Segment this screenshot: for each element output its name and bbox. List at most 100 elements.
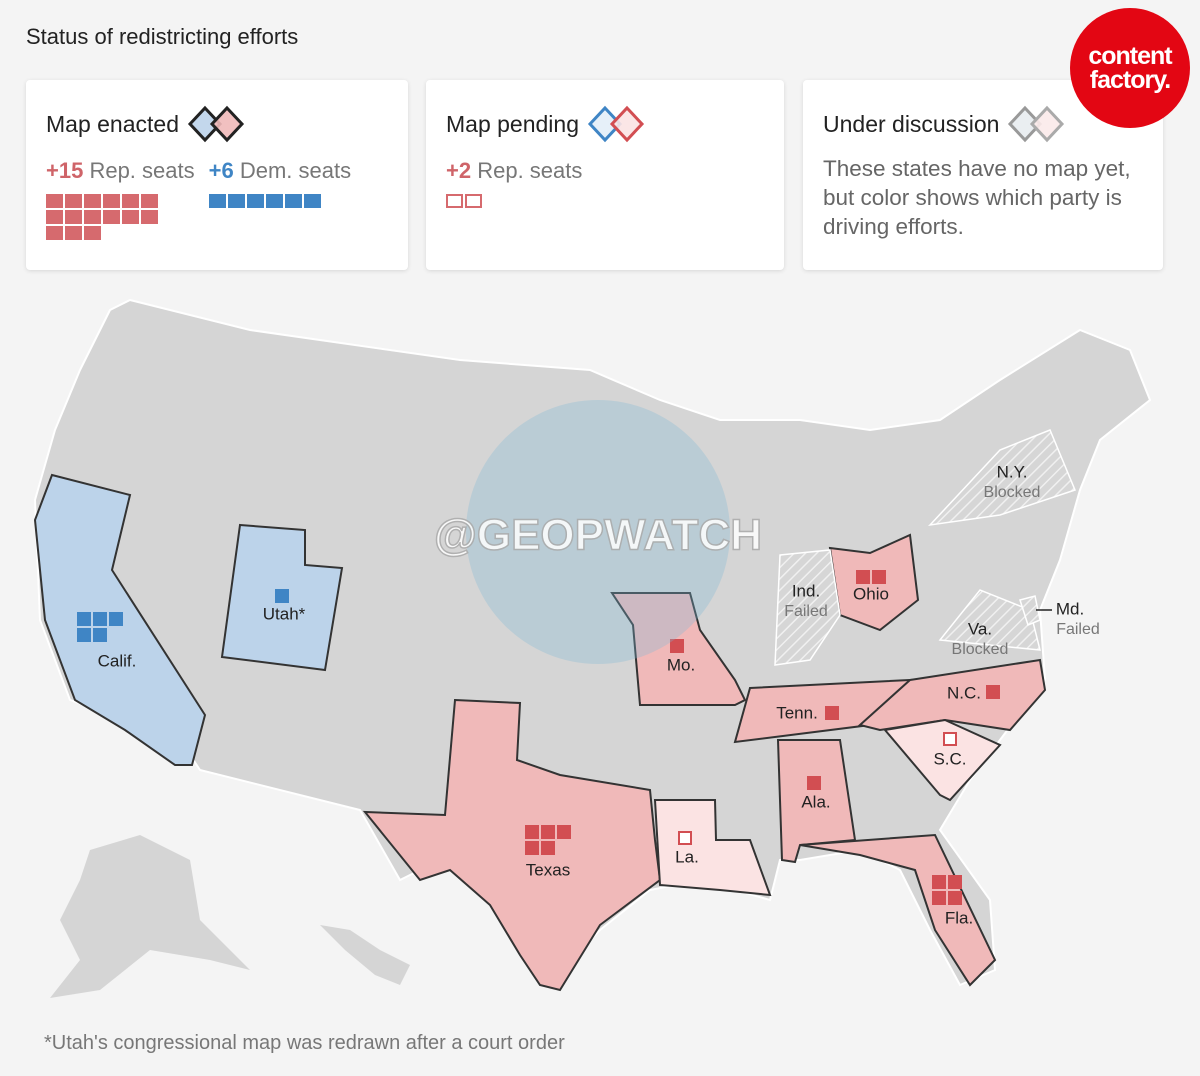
legend-title-text: Map pending [446,110,579,137]
seat-square [77,628,91,642]
seat-square [557,825,571,839]
legend-value: +15 [46,158,84,183]
logo-text: factory. [1089,66,1171,94]
state [857,658,1047,732]
seat-square [246,194,264,208]
seat-square [46,210,63,224]
legend-items: +15 Rep. seats +6 Dem. seats [46,158,388,240]
seat-square [986,685,1000,699]
legend-title: Map enacted [46,104,388,144]
seat-square [303,194,321,208]
legend-card: Map enacted +15 Rep. seats +6 Dem. seats [26,80,408,270]
seat-square [84,226,101,240]
seat-square [541,841,555,855]
footnote: *Utah's congressional map was redrawn af… [44,1032,565,1054]
seat-square [65,194,82,208]
seat-square [93,612,107,626]
seat-square [872,570,886,584]
state [799,833,997,987]
seat-square [948,875,962,889]
seat-square [103,194,120,208]
seat-square [446,194,463,208]
seat-square [46,194,63,208]
legend-label: Rep. seats [89,158,195,183]
seat-square [227,194,245,208]
seat-square [856,570,870,584]
seat-square [46,226,63,240]
legend-title-text: Under discussion [823,110,1000,137]
us-outline [33,298,1152,987]
seat-square [943,732,957,746]
seat-squares [46,194,166,240]
state-label: Tenn. [776,703,818,722]
legend-title-text: Map enacted [46,110,179,137]
state-label: Mo. [667,655,695,674]
legend-value: +2 [446,158,472,183]
legend-title: Map pending [446,104,764,144]
legend-value: +6 [208,158,234,183]
legend-icon [1008,105,1065,143]
state-status: Failed [1056,621,1100,638]
legend-card: Map pending +2 Rep. seats [426,80,784,270]
seat-square [84,194,101,208]
watermark: @GEOPWATCH [434,511,762,560]
seat-square [265,194,283,208]
seat-square [141,194,158,208]
legend-card: Under discussion These states have no map… [803,80,1163,270]
state [362,698,662,992]
title: Status of redistricting efforts [26,24,299,49]
seat-square [525,841,539,855]
watermark-circle [466,400,730,664]
state-status: Blocked [952,641,1009,658]
seat-squares [446,194,566,208]
state-label: Ind. [792,581,820,600]
seat-square [932,875,946,889]
seat-square [525,825,539,839]
state-label: Md. [1056,599,1084,618]
legend-label: Dem. seats [239,158,352,183]
seat-square [65,210,82,224]
state-label: Ohio [853,584,889,603]
seat-square [103,210,120,224]
seat-square [93,628,107,642]
legend-items: +2 Rep. seats [446,158,764,208]
logo-text: content [1088,42,1172,70]
legend-item-text: +2 Rep. seats [446,158,582,184]
seat-square [678,831,692,845]
legend-icon [187,105,245,143]
seat-square [122,194,139,208]
legend-item: +6 Dem. seats [208,158,352,240]
seat-squares [208,194,329,208]
seat-square [141,210,158,224]
state-label: S.C. [933,749,966,768]
seat-square [77,612,91,626]
hawaii [320,925,410,985]
legend-item: +2 Rep. seats [446,158,582,208]
seat-square [541,825,555,839]
state-status: Blocked [984,484,1041,501]
state [1019,595,1041,627]
seat-square [825,706,839,720]
state-status: Failed [784,603,828,620]
state [928,429,1077,527]
state [774,549,841,666]
state-label: Va. [968,619,992,638]
seat-square [122,210,139,224]
state [653,799,772,897]
state-label: Texas [526,860,570,879]
legend-title: Under discussion [823,104,1143,144]
logo: content factory. [1070,8,1190,128]
legend-label: Rep. seats [477,158,583,183]
legend-item: +15 Rep. seats [46,158,195,240]
legend-item-text: +15 Rep. seats [46,158,195,184]
state-label: Ala. [801,792,830,811]
state-label: Utah* [263,604,306,623]
legend-description: These states have no map yet, but color … [823,156,1131,239]
state-label: La. [675,847,699,866]
state [883,718,1002,802]
state-label: Fla. [945,908,973,927]
state-label: N.Y. [997,462,1028,481]
seat-square [109,612,123,626]
